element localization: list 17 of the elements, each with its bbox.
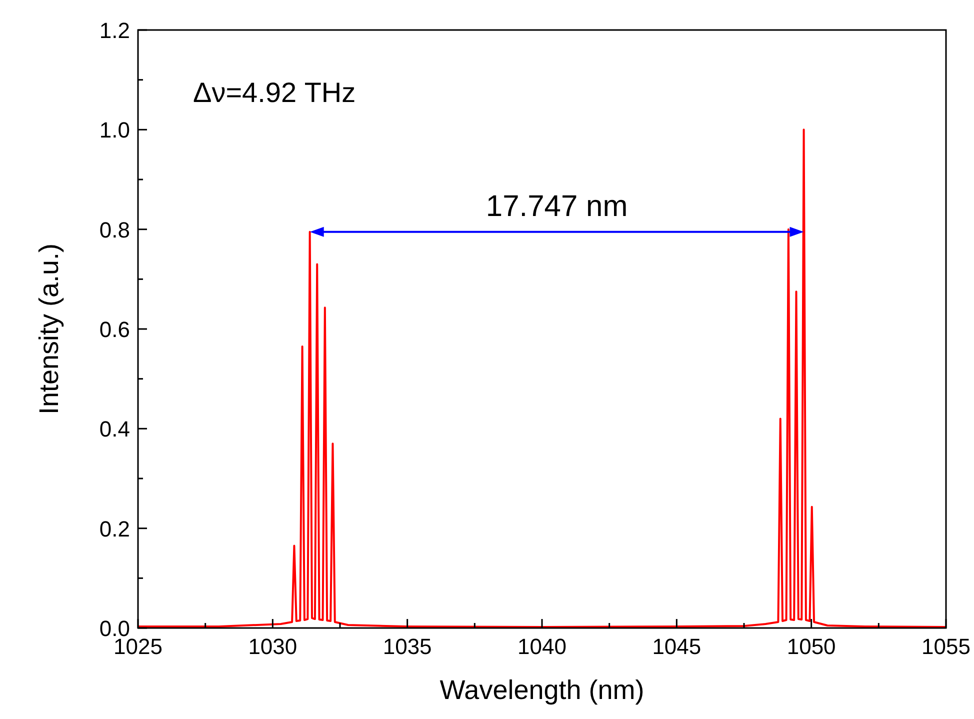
y-tick-label: 0.4 [99,416,130,442]
x-tick-label: 1045 [652,634,702,659]
y-axis-title: Intensity (a.u.) [34,243,64,415]
line-series [138,128,946,628]
annotation: Δν=4.92 THz [193,77,356,108]
x-tick-label: 1040 [518,634,566,659]
y-tick-label: 0.2 [99,516,130,542]
y-tick-label: 1.2 [99,18,130,43]
x-axis-title: Wavelength (nm) [440,675,644,705]
x-tick-label: 1030 [248,634,298,659]
annotation: 17.747 nm [486,190,628,223]
x-tick-label: 1055 [922,634,970,659]
y-tick-label: 0.6 [99,317,130,342]
x-tick-label: 1050 [786,634,836,659]
y-tick-label: 1.0 [99,118,130,143]
x-tick-label: 1035 [382,634,432,659]
y-tick-label: 0.8 [99,217,130,242]
